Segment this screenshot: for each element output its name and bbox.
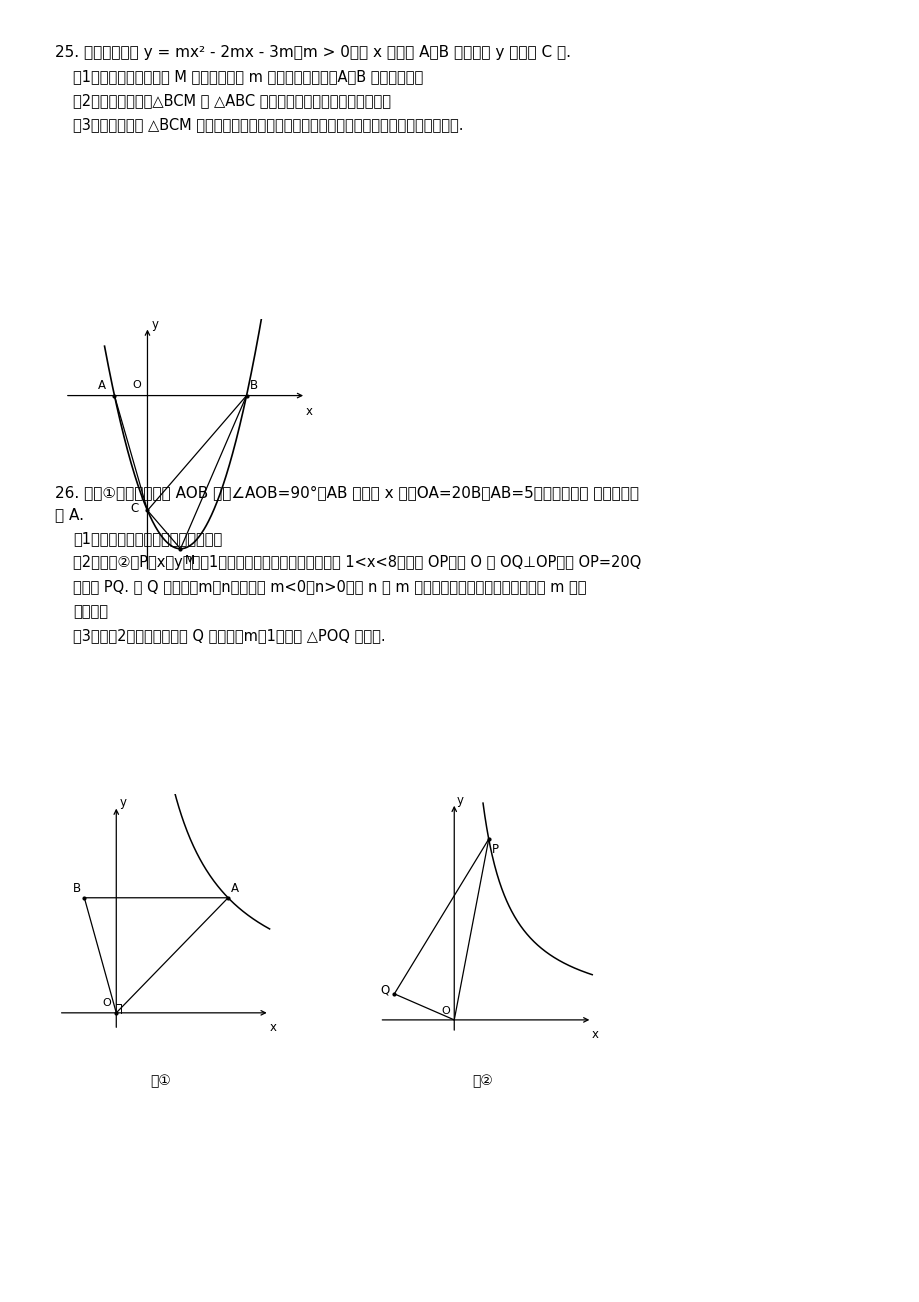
Text: （3）是否存在使 △BCM 为直角三角形的抛物线？若存在，请求出；如果不存在，请说明理由.: （3）是否存在使 △BCM 为直角三角形的抛物线？若存在，请求出；如果不存在，请… <box>73 117 463 133</box>
Text: A: A <box>98 379 106 392</box>
Text: y: y <box>457 794 463 807</box>
Text: O: O <box>441 1005 449 1016</box>
Text: 26. 如图①，直角三角形 AOB 中，∠AOB=90°，AB 平行于 x 轴，OA=20B，AB=5，反比例函数 的图象经过: 26. 如图①，直角三角形 AOB 中，∠AOB=90°，AB 平行于 x 轴，… <box>55 486 639 500</box>
Text: x: x <box>305 405 312 418</box>
Text: x: x <box>591 1027 598 1040</box>
Text: A: A <box>231 881 239 894</box>
Text: O: O <box>103 999 111 1008</box>
Text: （1）请求出抛物线顶点 M 的坐标（用含 m 的代数式表示），A、B 两点的坐标；: （1）请求出抛物线顶点 M 的坐标（用含 m 的代数式表示），A、B 两点的坐标… <box>73 69 423 85</box>
Text: 点 A.: 点 A. <box>55 506 84 522</box>
Text: （2）经探究可知，△BCM 与 △ABC 的面积比不变，试求出这个比值；: （2）经探究可知，△BCM 与 △ABC 的面积比不变，试求出这个比值； <box>73 94 391 108</box>
Text: B: B <box>250 379 257 392</box>
Text: 图①: 图① <box>151 1074 171 1088</box>
Text: （2）如图②，P（x，y）在（1）中的反比例函数图象上，其中 1<x<8，连接 OP，过 O 作 OQ⊥OP，且 OP=20Q: （2）如图②，P（x，y）在（1）中的反比例函数图象上，其中 1<x<8，连接 … <box>73 556 641 570</box>
Text: Q: Q <box>380 984 390 997</box>
Text: C: C <box>130 503 138 516</box>
Text: M: M <box>185 555 195 568</box>
Text: y: y <box>119 797 126 810</box>
Text: （3）在（2）的条件下，若 Q 坐标为（m，1），求 △POQ 的面积.: （3）在（2）的条件下，若 Q 坐标为（m，1），求 △POQ 的面积. <box>73 628 385 643</box>
Text: ，连接 PQ. 设 Q 坐标为（m，n），其中 m<0，n>0，求 n 与 m 的函数解析式，并直接写出自变量 m 的取: ，连接 PQ. 设 Q 坐标为（m，n），其中 m<0，n>0，求 n 与 m … <box>73 579 586 595</box>
Text: （1）直接写出反比例函数的解析式；: （1）直接写出反比例函数的解析式； <box>73 531 222 547</box>
Text: 25. 如图，抛物线 y = mx² - 2mx - 3m（m > 0）与 x 轴交于 A、B 两点，与 y 轴交于 C 点.: 25. 如图，抛物线 y = mx² - 2mx - 3m（m > 0）与 x … <box>55 46 571 60</box>
Text: 图②: 图② <box>472 1074 493 1088</box>
Text: x: x <box>269 1022 276 1035</box>
Text: O: O <box>132 380 141 389</box>
Text: y: y <box>152 318 158 331</box>
Text: B: B <box>73 881 81 894</box>
Text: 值范围；: 值范围； <box>73 604 108 618</box>
Text: P: P <box>492 844 499 857</box>
